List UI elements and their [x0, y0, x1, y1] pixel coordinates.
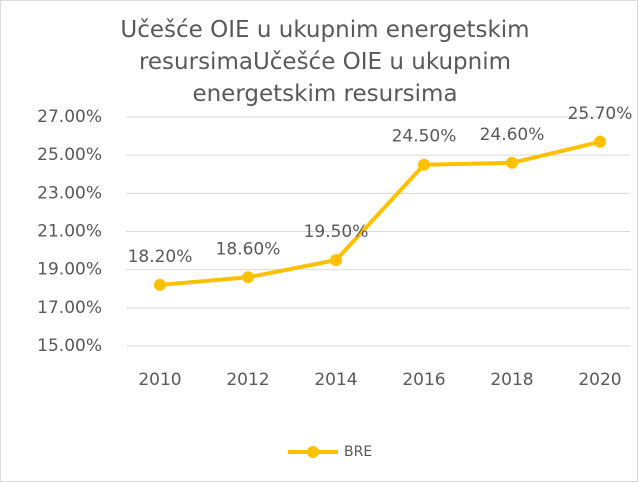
data-point: [506, 156, 518, 169]
data-point: [242, 271, 254, 284]
data-point: [594, 135, 606, 148]
x-tick-label: 2018: [490, 370, 533, 390]
data-label: 19.50%: [304, 222, 369, 242]
y-tick-label: 25.00%: [37, 145, 102, 165]
legend-marker: [307, 446, 319, 458]
y-tick-label: 23.00%: [37, 183, 102, 203]
data-label: 24.60%: [480, 125, 545, 145]
data-point: [154, 278, 166, 291]
y-tick-label: 17.00%: [37, 298, 102, 318]
x-tick-label: 2020: [578, 370, 621, 390]
data-label: 25.70%: [568, 104, 633, 124]
data-label: 18.60%: [216, 239, 281, 259]
data-label: 24.50%: [392, 127, 457, 147]
data-point: [330, 254, 342, 267]
y-tick-label: 19.00%: [37, 260, 102, 280]
x-tick-label: 2016: [402, 370, 445, 390]
data-line: [159, 139, 601, 287]
y-tick-label: 27.00%: [37, 107, 102, 127]
x-tick-label: 2010: [138, 370, 181, 390]
y-tick-label: 21.00%: [37, 222, 102, 242]
y-tick-label: 15.00%: [37, 336, 102, 356]
x-tick-label: 2014: [314, 370, 357, 390]
data-point: [418, 158, 430, 171]
legend-label: BRE: [344, 444, 372, 460]
x-tick-label: 2012: [226, 370, 269, 390]
data-label: 18.20%: [128, 247, 193, 267]
chart-title: Učešće OIE u ukupnim energetskim resursi…: [120, 17, 530, 107]
